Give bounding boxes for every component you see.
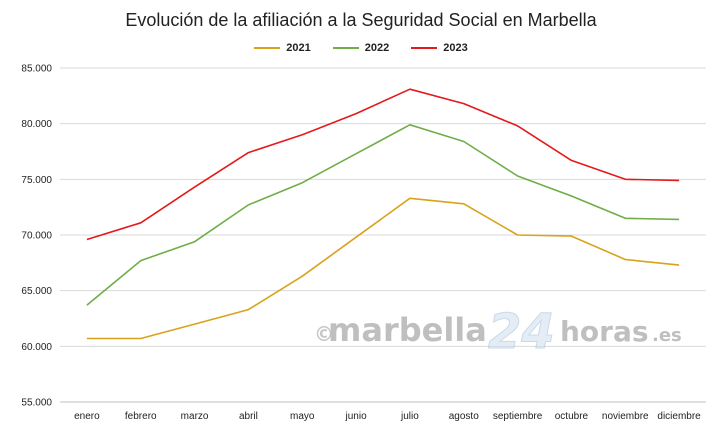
watermark-number: 24 bbox=[488, 304, 555, 360]
watermark-brand: marbella bbox=[328, 311, 487, 349]
y-tick-label: 80.000 bbox=[21, 119, 52, 130]
x-tick-label: marzo bbox=[181, 411, 209, 422]
y-tick-label: 70.000 bbox=[21, 231, 52, 242]
legend-item-2022: 2022 bbox=[332, 42, 390, 54]
chart-title: Evolución de la afiliación a la Segurida… bbox=[125, 10, 597, 30]
y-axis-ticks: 55.000 60.000 65.000 70.000 75.000 80.000 85.0… bbox=[21, 64, 52, 409]
x-tick-label: septiembre bbox=[493, 411, 543, 422]
legend-swatch-2023 bbox=[411, 47, 438, 49]
legend: 2021 2022 2023 bbox=[0, 42, 722, 54]
legend-label-2021: 2021 bbox=[286, 42, 311, 54]
legend-item-2021: 2021 bbox=[254, 42, 311, 54]
x-tick-label: diciembre bbox=[657, 411, 701, 422]
watermark-copyright: © bbox=[314, 322, 334, 346]
x-tick-label: noviembre bbox=[602, 411, 649, 422]
legend-item-2023: 2023 bbox=[411, 42, 468, 54]
x-tick-label: octubre bbox=[555, 411, 589, 422]
legend-label-2023: 2023 bbox=[443, 42, 468, 54]
x-tick-label: junio bbox=[345, 411, 368, 422]
watermark-suffix: horas bbox=[560, 315, 649, 348]
y-tick-label: 55.000 bbox=[21, 398, 52, 409]
series-line-2022 bbox=[86, 124, 680, 306]
y-tick-label: 75.000 bbox=[21, 175, 52, 186]
series-line-2021 bbox=[86, 197, 680, 340]
gridlines bbox=[60, 67, 706, 403]
y-tick-label: 85.000 bbox=[21, 64, 52, 75]
legend-swatch-2022 bbox=[332, 47, 359, 49]
x-tick-label: abril bbox=[239, 411, 258, 422]
legend-label-2022: 2022 bbox=[364, 42, 390, 54]
x-tick-label: enero bbox=[74, 411, 100, 422]
series-lines bbox=[86, 88, 680, 340]
y-tick-label: 60.000 bbox=[21, 342, 52, 353]
y-tick-label: 65.000 bbox=[21, 286, 52, 297]
legend-swatch-2021 bbox=[254, 47, 281, 49]
watermark-tld: .es bbox=[652, 325, 682, 346]
x-tick-label: febrero bbox=[125, 411, 157, 422]
x-tick-label: julio bbox=[400, 411, 419, 422]
x-axis-ticks: enero febrero marzo abril mayo junio julio agos… bbox=[74, 411, 701, 422]
x-tick-label: mayo bbox=[290, 411, 315, 422]
series-line-2023 bbox=[86, 88, 680, 241]
watermark-logo: © marbella 24 horas .es bbox=[314, 304, 682, 361]
x-tick-label: agosto bbox=[449, 411, 479, 422]
